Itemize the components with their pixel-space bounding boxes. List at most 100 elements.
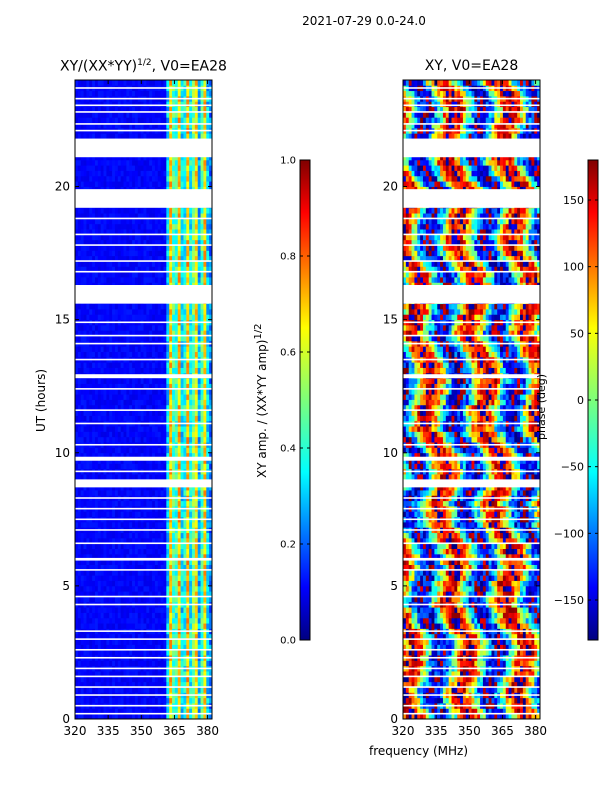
- amplitude-cell: [132, 569, 136, 576]
- amplitude-cell: [134, 170, 139, 177]
- amplitude-cell: [186, 553, 190, 560]
- amplitude-cell: [83, 537, 87, 544]
- amplitude-cell: [132, 548, 136, 555]
- amplitude-cell: [75, 170, 79, 177]
- amplitude-cell: [206, 484, 210, 491]
- amplitude-cell: [177, 426, 181, 432]
- amplitude-cell: [197, 474, 201, 480]
- amplitude-cell: [203, 271, 207, 278]
- amplitude-cell: [197, 521, 201, 528]
- amplitude-cell: [154, 218, 159, 225]
- amplitude-cell: [186, 330, 190, 336]
- amplitude-cell: [123, 585, 127, 592]
- amplitude-cell: [129, 346, 133, 352]
- amplitude-cell: [169, 596, 173, 603]
- amplitude-cell: [83, 553, 87, 560]
- amplitude-cell: [172, 559, 176, 565]
- amplitude-cell: [137, 330, 142, 336]
- amplitude-cell: [143, 713, 147, 719]
- amplitude-cell: [146, 553, 150, 560]
- amplitude-cell: [172, 553, 176, 560]
- amplitude-cell: [166, 271, 170, 278]
- amplitude-cell: [169, 394, 173, 400]
- amplitude-cell: [174, 463, 179, 470]
- amplitude-cell: [92, 452, 96, 459]
- amplitude-cell: [126, 431, 130, 438]
- amplitude-cell: [94, 431, 99, 438]
- amplitude-cell: [143, 697, 147, 704]
- amplitude-cell: [120, 564, 124, 571]
- amplitude-cell: [143, 644, 147, 651]
- amplitude-cell: [183, 229, 187, 235]
- amplitude-cell: [206, 452, 210, 459]
- amplitude-cell: [172, 644, 176, 651]
- amplitude-cell: [114, 255, 119, 262]
- amplitude-cell: [123, 500, 127, 507]
- amplitude-cell: [103, 271, 107, 278]
- amplitude-cell: [80, 511, 84, 518]
- amplitude-cell: [166, 229, 170, 235]
- amplitude-cell: [123, 351, 127, 358]
- amplitude-cell: [186, 607, 190, 613]
- amplitude-cell: [203, 399, 207, 406]
- amplitude-cell: [146, 687, 150, 693]
- amplitude-cell: [163, 484, 167, 491]
- amplitude-cell: [120, 207, 124, 214]
- amplitude-cell: [177, 713, 181, 719]
- amplitude-cell: [83, 463, 87, 470]
- amplitude-cell: [169, 484, 173, 491]
- amplitude-cell: [112, 447, 116, 454]
- amplitude-cell: [100, 170, 104, 177]
- amplitude-cell: [149, 207, 153, 214]
- amplitude-cell: [126, 351, 130, 358]
- amplitude-cell: [166, 314, 170, 321]
- amplitude-cell: [94, 351, 99, 358]
- amplitude-cell: [103, 708, 107, 715]
- amplitude-cell: [194, 537, 199, 544]
- amplitude-cell: [129, 335, 133, 342]
- amplitude-cell: [149, 277, 153, 283]
- amplitude-cell: [97, 633, 102, 640]
- amplitude-cell: [129, 223, 133, 230]
- amplitude-cell: [103, 521, 107, 528]
- amplitude-cell: [183, 255, 187, 262]
- amplitude-cell: [177, 277, 181, 283]
- amplitude-cell: [149, 255, 153, 262]
- amplitude-cell: [89, 617, 93, 624]
- amplitude-cell: [100, 543, 104, 549]
- amplitude-cell: [89, 559, 93, 565]
- amplitude-cell: [106, 580, 110, 587]
- amplitude-cell: [203, 580, 207, 587]
- amplitude-cell: [83, 165, 87, 171]
- amplitude-cell: [197, 431, 201, 438]
- amplitude-cell: [169, 255, 173, 262]
- amplitude-cell: [166, 607, 170, 613]
- amplitude-cell: [154, 474, 159, 480]
- amplitude-cell: [200, 324, 204, 331]
- amplitude-cell: [103, 490, 107, 496]
- amplitude-cell: [163, 607, 167, 613]
- amplitude-cell: [140, 250, 144, 257]
- amplitude-cell: [137, 404, 142, 411]
- amplitude-cell: [100, 532, 104, 539]
- amplitude-cell: [77, 687, 82, 693]
- amplitude-cell: [152, 314, 156, 321]
- amplitude-cell: [197, 623, 201, 629]
- amplitude-cell: [103, 623, 107, 629]
- amplitude-cell: [97, 644, 102, 651]
- amplitude-cell: [134, 607, 139, 613]
- amplitude-cell: [117, 474, 122, 480]
- amplitude-cell: [203, 250, 207, 257]
- amplitude-cell: [192, 458, 196, 464]
- amplitude-cell: [149, 543, 153, 549]
- amplitude-cell: [186, 388, 190, 395]
- amplitude-cell: [157, 681, 162, 688]
- amplitude-cell: [157, 367, 162, 374]
- amplitude-cell: [114, 612, 119, 619]
- amplitude-cell: [180, 399, 184, 406]
- amplitude-cell: [75, 415, 79, 422]
- amplitude-cell: [120, 165, 124, 171]
- amplitude-cell: [132, 607, 136, 613]
- amplitude-cell: [149, 484, 153, 491]
- amplitude-cell: [77, 436, 82, 443]
